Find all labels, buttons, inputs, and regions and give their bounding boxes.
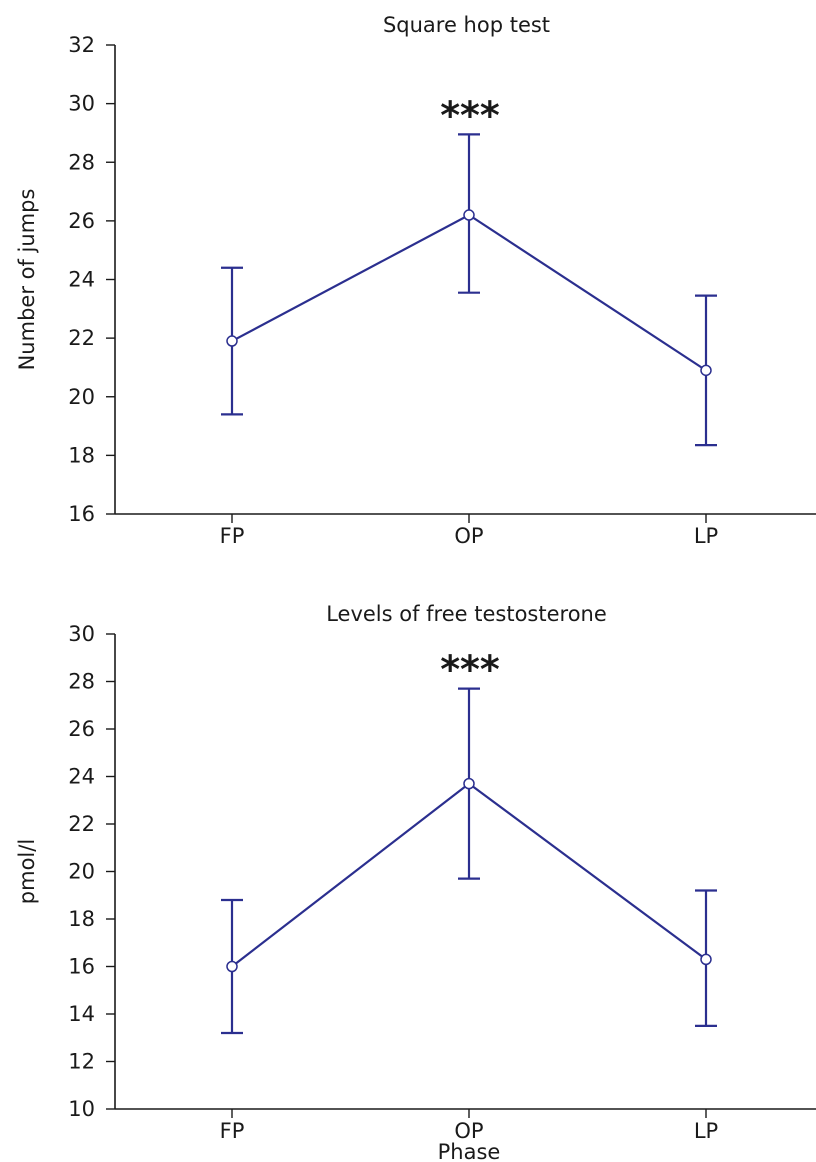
data-point-LP [700,953,712,966]
y-tick-label: 18 [68,443,95,467]
x-tick-label: LP [694,1119,718,1143]
y-tick-label: 24 [68,268,95,292]
data-point-LP [700,364,712,377]
data-point-FP [226,960,238,973]
data-point-OP [463,209,475,221]
x-tick-label: FP [220,1119,245,1143]
y-tick-label: 28 [68,670,95,694]
y-tick-label: 26 [68,717,95,741]
y-tick-label: 16 [68,502,95,526]
y-tick-label: 16 [68,955,95,979]
y-tick-label: 22 [68,812,95,836]
x-axis-label: Phase [438,1140,501,1162]
significance-marker: *** [440,648,500,692]
chart-title: Square hop test [383,13,550,37]
y-axis-label: pmol/l [15,839,39,904]
x-tick-label: LP [694,524,718,548]
y-tick-label: 14 [68,1002,95,1026]
chart-0: Square hop test Number of jumps 16 18 20 22 24… [15,13,816,548]
significance-marker: *** [440,93,500,137]
x-tick-label: OP [454,524,483,548]
y-tick-label: 32 [68,33,95,57]
chart-title: Levels of free testosterone [326,602,607,626]
x-tick-label: FP [220,524,245,548]
y-tick-label: 30 [68,92,95,116]
y-tick-label: 12 [68,1050,95,1074]
chart-1: Levels of free testosterone pmol/l 10 12 14 1… [15,602,816,1162]
data-point-FP [226,335,238,347]
y-tick-label: 20 [68,385,95,409]
y-tick-label: 30 [68,622,95,646]
y-tick-label: 28 [68,150,95,174]
y-tick-label: 20 [68,860,95,884]
y-tick-label: 26 [68,209,95,233]
x-tick-label: OP [454,1119,483,1143]
y-tick-label: 22 [68,326,95,350]
y-tick-label: 18 [68,907,95,931]
y-axis-label: Number of jumps [15,189,39,371]
y-tick-label: 10 [68,1097,95,1121]
data-point-OP [463,777,475,790]
y-tick-label: 24 [68,765,95,789]
